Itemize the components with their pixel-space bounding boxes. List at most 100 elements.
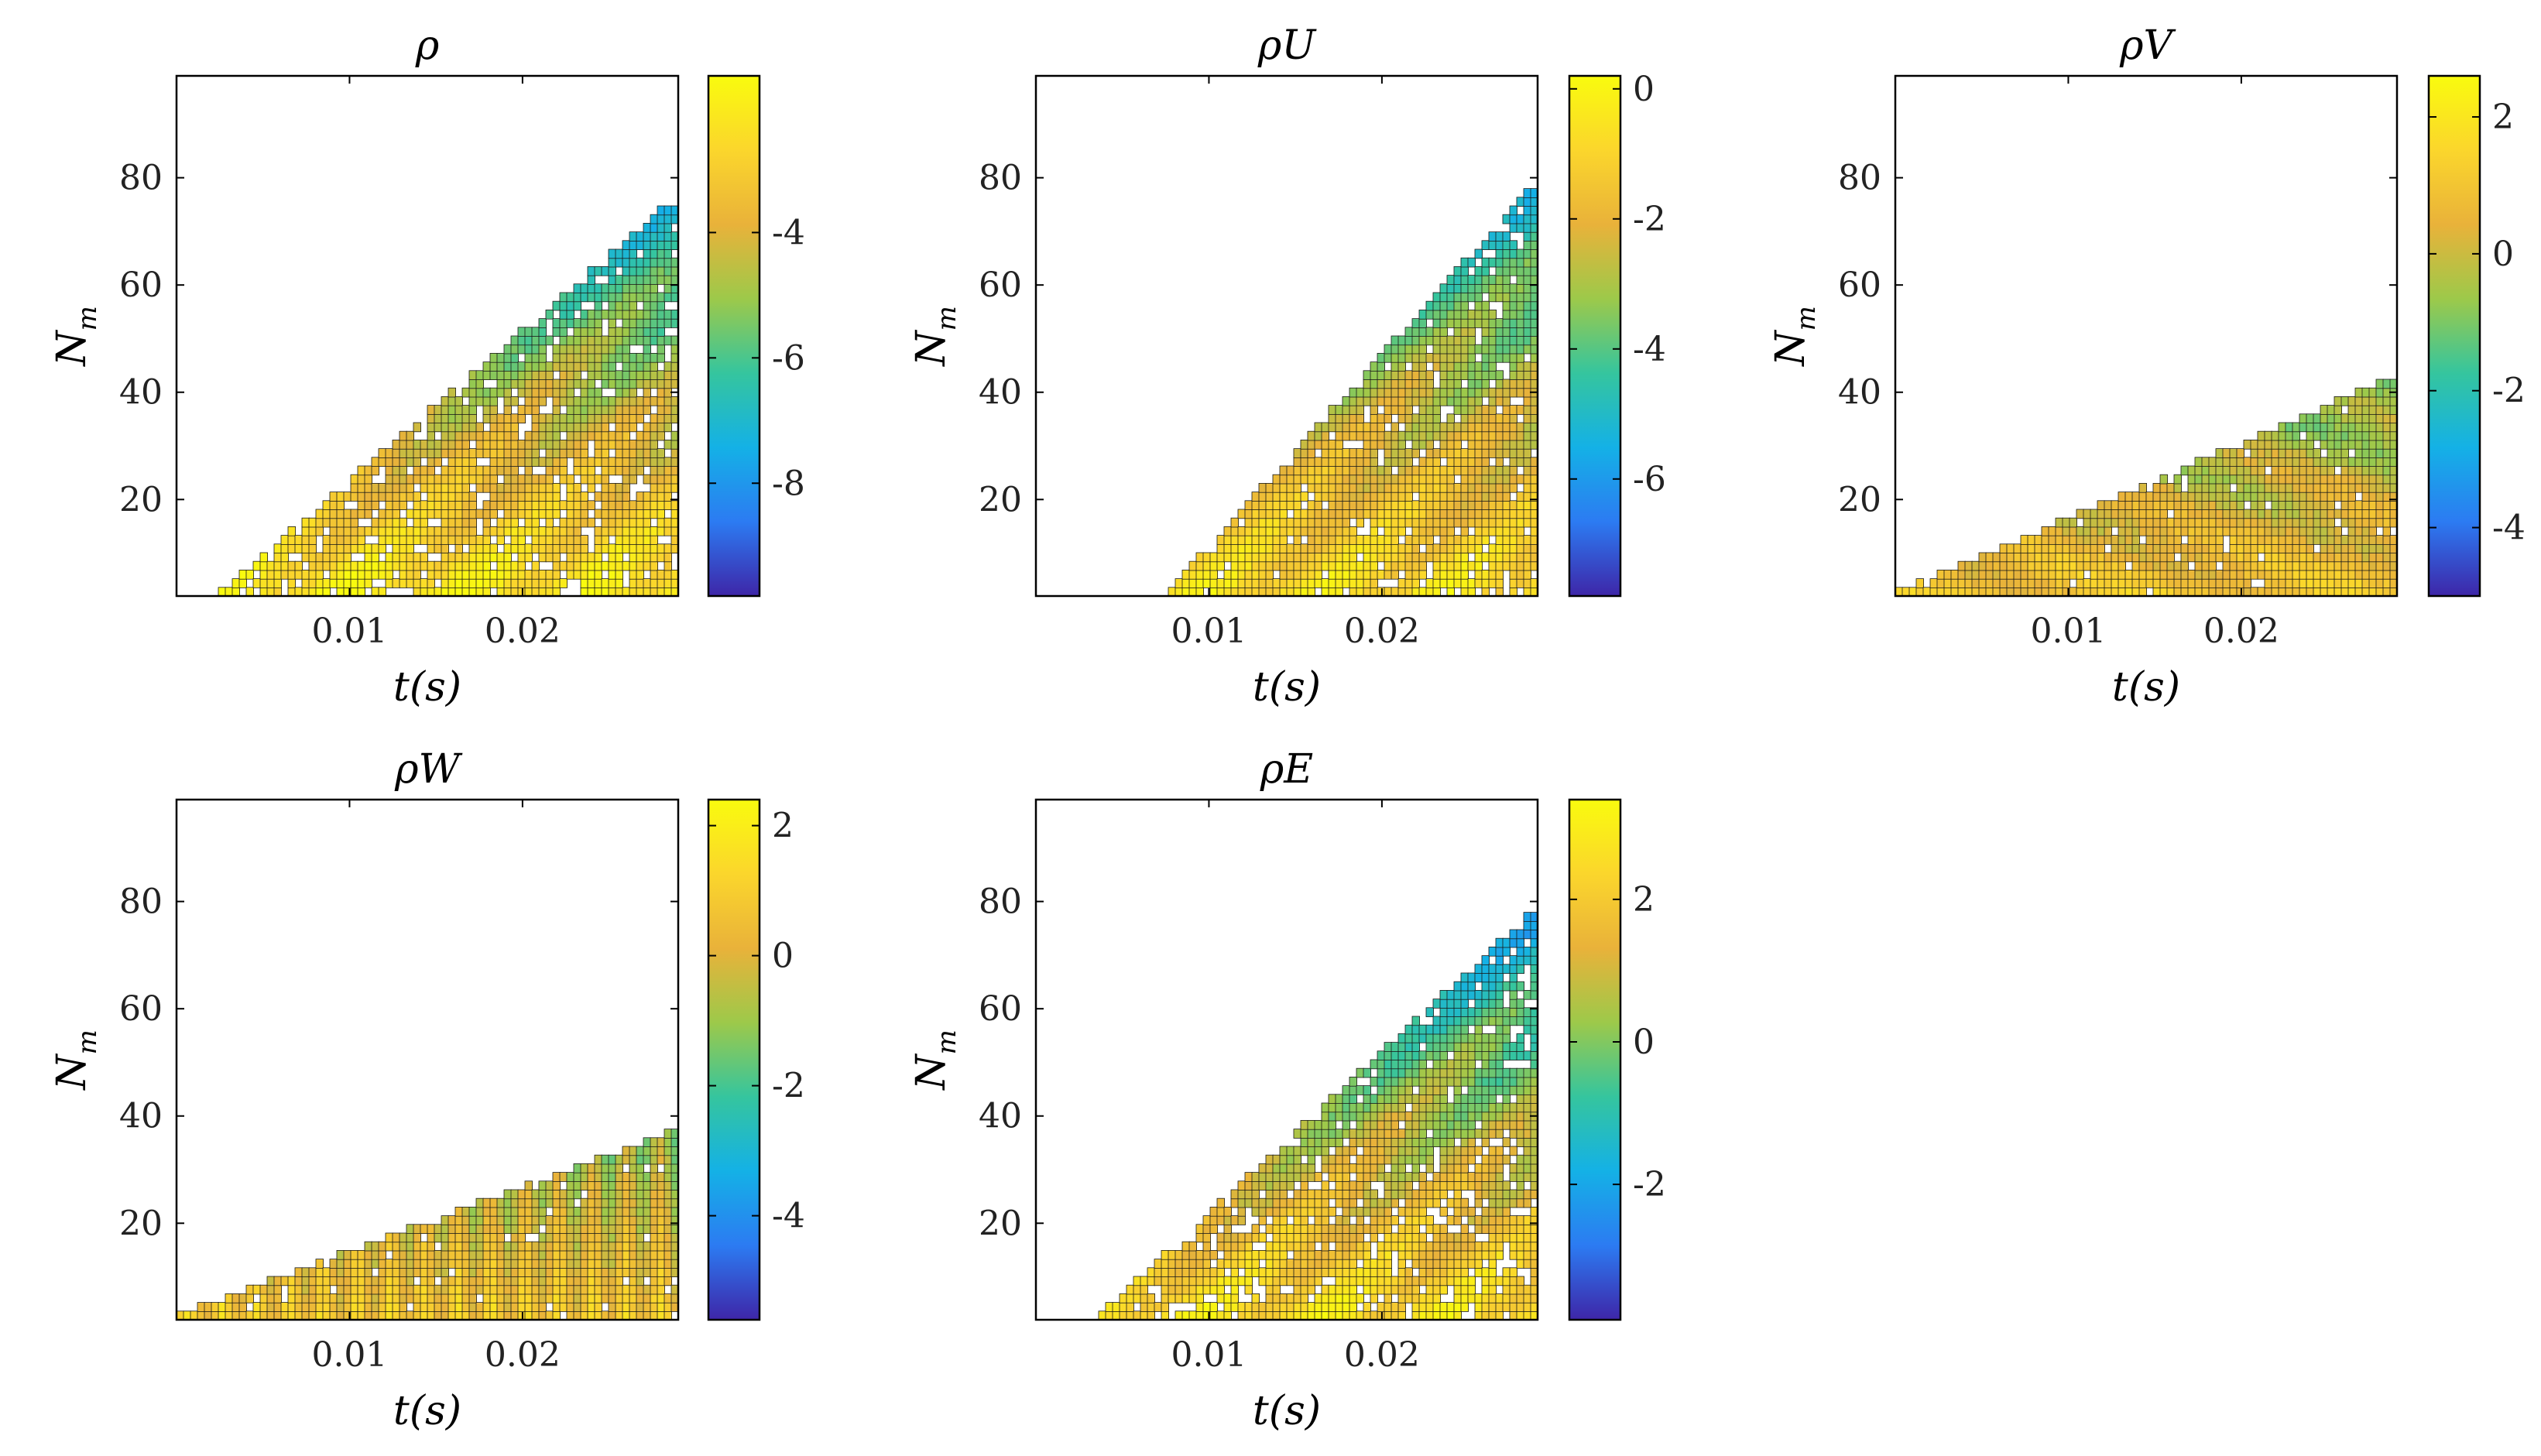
heatmap-cell: [441, 526, 450, 536]
heatmap-cell: [441, 570, 450, 580]
heatmap-cell: [2131, 500, 2141, 510]
y-tick-label: 40: [1838, 373, 1881, 413]
heatmap-cell: [1328, 1189, 1337, 1200]
heatmap-cell: [1481, 352, 1490, 363]
heatmap-cell: [1502, 552, 1511, 563]
heatmap-cell: [2208, 526, 2217, 536]
heatmap-cell: [517, 379, 526, 389]
heatmap-cell: [608, 500, 617, 510]
heatmap-cell: [252, 560, 262, 571]
heatmap-cell: [259, 552, 269, 563]
heatmap-cell: [1349, 570, 1358, 580]
heatmap-cell: [489, 570, 499, 580]
heatmap-cell: [1411, 509, 1421, 519]
heatmap-cell: [392, 552, 401, 563]
heatmap-cell: [601, 457, 610, 467]
heatmap-cell: [1272, 474, 1281, 485]
heatmap-cell: [643, 257, 652, 268]
heatmap-cell: [1370, 413, 1379, 423]
heatmap-cell: [2124, 517, 2134, 528]
heatmap-cell: [1279, 465, 1288, 476]
y-tick-label: 80: [1838, 159, 1881, 198]
heatmap-cell: [1453, 275, 1463, 285]
heatmap-cell: [2354, 578, 2364, 588]
heatmap-cell: [1265, 1293, 1274, 1304]
heatmap-cell: [643, 543, 652, 553]
heatmap-cell: [2306, 422, 2315, 433]
heatmap-cell: [657, 1276, 666, 1286]
heatmap-cell: [2306, 552, 2315, 563]
heatmap-cell: [545, 387, 554, 398]
heatmap-cell: [2201, 560, 2210, 571]
heatmap-cell: [1418, 370, 1428, 380]
heatmap-cell: [670, 257, 678, 268]
heatmap-cell: [1411, 396, 1421, 406]
heatmap-cell: [580, 405, 589, 415]
heatmap-cell: [538, 1284, 547, 1295]
heatmap-cell: [1488, 327, 1497, 337]
heatmap-cell: [1370, 517, 1379, 528]
heatmap-cell: [1460, 344, 1469, 355]
heatmap-cell: [2152, 535, 2162, 545]
heatmap-cell: [650, 1259, 659, 1269]
heatmap-cell: [468, 1241, 478, 1252]
heatmap-cell: [1161, 1259, 1170, 1269]
heatmap-cell: [475, 509, 485, 519]
heatmap-cell: [1446, 457, 1456, 467]
heatmap-cell: [1404, 457, 1414, 467]
heatmap-cell: [1286, 552, 1295, 563]
heatmap-cell: [601, 560, 610, 571]
heatmap-cell: [650, 543, 659, 553]
heatmap-cell: [566, 300, 575, 311]
heatmap-cell: [566, 292, 575, 303]
heatmap-cell: [1439, 465, 1449, 476]
heatmap-cell: [336, 543, 345, 553]
heatmap-cell: [1244, 509, 1253, 519]
heatmap-cell: [406, 1267, 415, 1278]
heatmap-cell: [329, 1259, 338, 1269]
heatmap-cell: [594, 300, 603, 311]
heatmap-cell: [1307, 1163, 1316, 1173]
heatmap-cell: [580, 413, 589, 423]
heatmap-cell: [2306, 509, 2315, 519]
heatmap-cell: [580, 396, 589, 406]
heatmap-cell: [1439, 352, 1449, 363]
heatmap-cell: [350, 1302, 359, 1312]
heatmap-cell: [608, 1197, 617, 1208]
heatmap-cell: [1370, 1102, 1379, 1113]
heatmap-cell: [580, 422, 589, 433]
heatmap-cell: [1251, 1197, 1260, 1208]
heatmap-cell: [601, 1154, 610, 1165]
heatmap-cell: [2306, 517, 2315, 528]
heatmap-cell: [2152, 500, 2162, 510]
heatmap-cell: [378, 1259, 387, 1269]
heatmap-cell: [538, 387, 547, 398]
heatmap-cell: [1370, 448, 1379, 458]
heatmap-cell: [587, 1284, 596, 1295]
heatmap-cell: [1474, 509, 1483, 519]
heatmap-cell: [629, 275, 638, 285]
heatmap-cell: [552, 500, 561, 510]
y-axis-label: Nm: [49, 306, 103, 368]
heatmap-cell: [657, 1302, 666, 1312]
heatmap-cell: [406, 560, 415, 571]
heatmap-cell: [636, 1293, 645, 1304]
heatmap-cell: [2229, 543, 2238, 553]
heatmap-cell: [1404, 1059, 1414, 1070]
heatmap-cell: [538, 327, 547, 337]
heatmap-cell: [308, 1302, 317, 1312]
heatmap-cell: [1411, 318, 1421, 328]
heatmap-cell: [454, 560, 464, 571]
heatmap-cell: [1411, 1016, 1421, 1026]
heatmap-cell: [1293, 1241, 1302, 1252]
heatmap-cell: [580, 1241, 589, 1252]
heatmap-cell: [1404, 535, 1414, 545]
heatmap-cell: [441, 560, 450, 571]
heatmap-cell: [392, 440, 401, 450]
heatmap-cell: [280, 560, 290, 571]
heatmap-cell: [1314, 509, 1323, 519]
heatmap-cell: [1314, 440, 1323, 450]
heatmap-cell: [573, 1284, 582, 1295]
heatmap-cell: [1411, 430, 1421, 441]
heatmap-cell: [1384, 1302, 1393, 1312]
